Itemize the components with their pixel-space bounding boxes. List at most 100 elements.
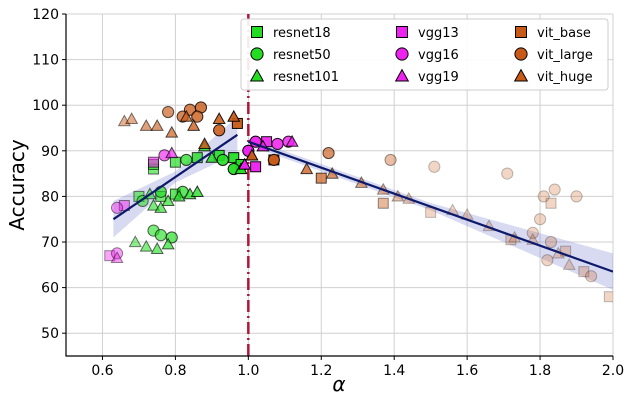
data-point-resnet18 <box>169 156 181 168</box>
data-point-resnet101 <box>154 201 168 213</box>
legend-label-vgg13: vgg13 <box>418 26 459 41</box>
legend-label-resnet18: resnet18 <box>273 26 331 41</box>
legend-marker-vit_huge <box>513 68 529 82</box>
x-axis-title: α <box>332 372 345 396</box>
data-point-resnet101 <box>150 242 164 254</box>
x-tick-label: 0.6 <box>91 363 113 379</box>
data-point-vit_large <box>213 124 226 137</box>
data-point-vit_large <box>501 167 514 180</box>
legend-marker-vit_base <box>515 26 527 38</box>
axes <box>65 14 613 357</box>
data-point-vgg16 <box>110 247 124 260</box>
x-tick-label: 1.6 <box>456 363 478 379</box>
data-point-vit_large <box>162 105 175 119</box>
legend-marker-resnet50 <box>250 47 264 61</box>
x-tick-label: 1.2 <box>310 363 332 379</box>
legend-label-resnet101: resnet101 <box>273 70 339 85</box>
y-tick-label: 50 <box>41 326 59 342</box>
y-tick-label: 110 <box>32 53 59 69</box>
legend: resnet18 resnet50 resnet101 vgg13 vgg16 vgg19… <box>240 18 609 91</box>
y-tick-label: 120 <box>32 7 59 23</box>
y-tick-label: 80 <box>41 189 59 205</box>
data-point-vit_large <box>526 226 539 239</box>
data-point-resnet101 <box>161 194 175 207</box>
tick-labels: 0.6 0.8 1.0 1.2 1.4 1.6 1.8 2.0 50 60 70 80 90 100 110… <box>32 7 624 379</box>
data-point-resnet101 <box>139 239 153 252</box>
data-point-vgg19 <box>110 251 124 264</box>
data-point-resnet101 <box>128 235 142 248</box>
data-point-vit_huge <box>187 118 201 131</box>
legend-marker-vgg13 <box>396 26 408 38</box>
data-point-resnet101 <box>161 237 175 250</box>
fit-lines <box>112 133 613 273</box>
legend-marker-vit_large <box>514 47 528 61</box>
data-point-resnet50 <box>154 229 167 242</box>
data-point-vit_large <box>548 183 561 196</box>
data-point-vit_huge <box>300 162 314 175</box>
data-point-vit_huge <box>245 148 259 161</box>
data-point-vit_huge <box>150 118 164 131</box>
x-tick-label: 1.8 <box>529 363 551 379</box>
x-tick-label: 2.0 <box>602 363 624 379</box>
data-point-vit_large <box>537 190 550 203</box>
data-point-vit_base <box>315 172 327 184</box>
y-tick-label: 100 <box>32 98 59 114</box>
data-point-vit_large <box>570 190 583 203</box>
data-point-resnet50 <box>180 153 193 167</box>
data-point-vit_base <box>560 245 572 257</box>
x-tick-label: 0.8 <box>164 363 186 379</box>
data-point-vgg19 <box>285 134 299 147</box>
legend-marker-vgg19 <box>394 68 410 82</box>
legend-label-vgg19: vgg19 <box>418 70 459 85</box>
legend-label-vit_huge: vit_huge <box>537 70 593 85</box>
data-point-vit_large <box>384 153 397 167</box>
legend-label-vgg16: vgg16 <box>418 48 459 63</box>
y-tick-label: 60 <box>41 281 59 297</box>
legend-marker-vgg16 <box>395 47 409 61</box>
data-point-vit_large <box>322 146 335 160</box>
data-point-resnet101 <box>146 198 161 211</box>
fit-line <box>247 140 613 273</box>
data-point-vgg16 <box>271 137 284 151</box>
data-point-vit_large <box>585 270 598 283</box>
y-tick-label: 90 <box>41 144 59 160</box>
data-point-vit_base <box>377 197 389 209</box>
data-point-vit_huge <box>179 109 193 122</box>
x-tick-label: 1.4 <box>383 363 405 379</box>
data-point-vgg13 <box>250 161 262 173</box>
legend-label-resnet50: resnet50 <box>273 48 331 63</box>
data-point-vit_large <box>191 110 204 123</box>
fit-confidence-band <box>248 138 613 290</box>
legend-marker-resnet18 <box>251 26 263 38</box>
data-point-vit_large <box>541 254 554 267</box>
data-point-vit_huge <box>227 109 241 122</box>
data-point-vit_huge <box>197 137 212 150</box>
y-axis-title: Accuracy <box>5 139 29 230</box>
data-point-vit_large <box>428 160 441 173</box>
data-point-vit_base <box>578 266 590 278</box>
data-point-resnet18 <box>228 152 240 164</box>
data-point-resnet101 <box>172 189 186 202</box>
data-point-resnet50 <box>216 153 229 167</box>
data-point-vgg16 <box>110 201 124 214</box>
data-point-vit_large <box>533 213 547 226</box>
data-point-vit_base <box>545 197 557 209</box>
data-point-vgg19 <box>238 157 252 170</box>
x-tick-label: 1.0 <box>237 363 259 379</box>
data-point-resnet101 <box>190 185 204 197</box>
data-point-vit_large <box>267 153 280 167</box>
data-point-vit_huge <box>125 112 139 124</box>
data-point-vit_huge <box>212 112 226 124</box>
data-point-vit_huge <box>139 118 153 131</box>
data-point-vgg13 <box>148 156 160 168</box>
legend-label-vit_base: vit_base <box>537 26 591 41</box>
data-point-vit_huge <box>562 258 576 270</box>
data-point-resnet101 <box>205 150 219 163</box>
data-point-vit_large <box>544 235 558 249</box>
legend-label-vit_large: vit_large <box>537 48 593 63</box>
data-point-vgg13 <box>104 250 116 262</box>
data-point-vit_huge <box>165 125 179 138</box>
fit-line <box>112 133 239 221</box>
data-points <box>104 101 613 303</box>
